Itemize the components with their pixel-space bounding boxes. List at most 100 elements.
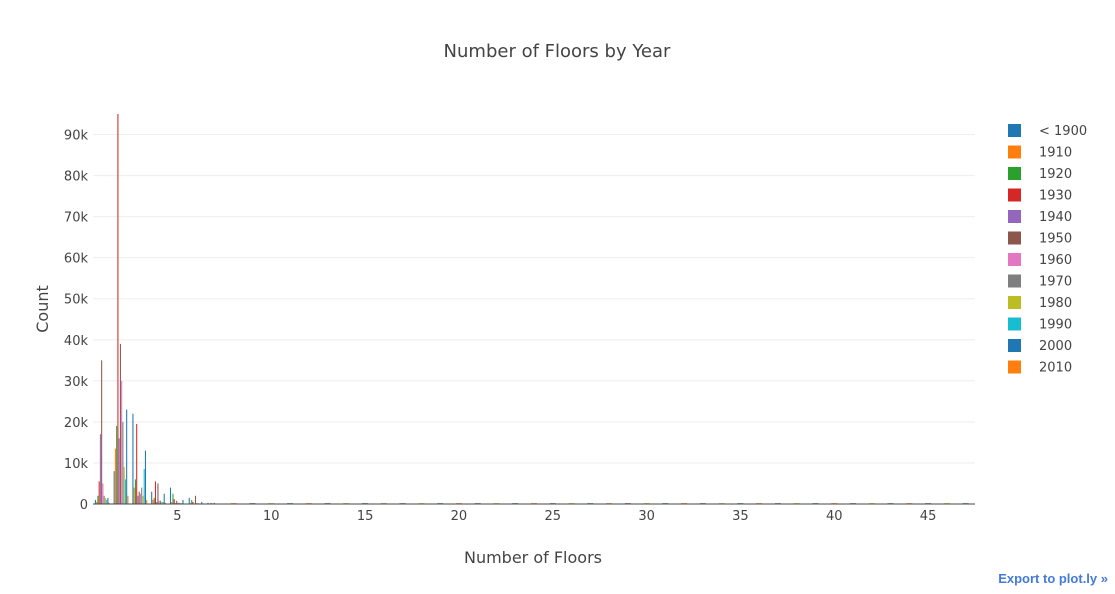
bar <box>171 501 173 504</box>
legend-swatch <box>1008 274 1021 288</box>
bar <box>118 438 120 504</box>
bar <box>144 450 146 504</box>
bar <box>136 423 138 504</box>
bar <box>126 409 128 504</box>
bar <box>173 499 175 504</box>
bar <box>117 114 119 504</box>
legend-label: 2000 <box>1039 339 1072 354</box>
x-tick-label: 25 <box>544 509 561 524</box>
bar <box>191 499 193 504</box>
chart-title: Number of Floors by Year <box>444 41 671 62</box>
legend-item[interactable]: 1940 <box>1008 210 1072 225</box>
bar <box>138 491 140 504</box>
legend-label: 1980 <box>1039 296 1072 311</box>
bar <box>97 495 99 504</box>
bar <box>141 487 143 504</box>
legend-item[interactable]: 1930 <box>1008 188 1072 204</box>
bar <box>132 413 134 504</box>
bar <box>156 501 158 504</box>
bar <box>119 343 121 504</box>
bar <box>163 493 165 504</box>
bar <box>154 481 156 504</box>
legend-swatch <box>1008 188 1021 202</box>
bar <box>169 487 171 504</box>
bar <box>134 479 136 504</box>
bar <box>207 502 209 504</box>
gridlines <box>93 134 975 464</box>
legend-item[interactable]: 1980 <box>1008 296 1072 311</box>
x-tick-label: 35 <box>732 509 749 524</box>
bar <box>177 502 179 504</box>
x-axis-ticks: 5 10 15 20 25 30 35 40 45 <box>173 509 936 524</box>
y-tick-label: 30k <box>64 375 89 390</box>
legend-item[interactable]: 1960 <box>1008 253 1072 268</box>
bar <box>153 497 155 504</box>
legend-swatch <box>1008 296 1021 309</box>
bar <box>157 483 159 504</box>
bar <box>98 481 100 504</box>
bar <box>106 499 108 504</box>
bar <box>113 471 115 504</box>
legend-label: 1960 <box>1039 253 1072 268</box>
legend-item[interactable]: 1950 <box>1008 231 1072 247</box>
bar <box>107 497 109 504</box>
bar <box>101 360 103 504</box>
bar <box>124 479 126 504</box>
legend-label: 1920 <box>1039 167 1072 182</box>
bar <box>102 483 104 504</box>
y-tick-label: 50k <box>64 293 89 308</box>
x-axis-title: Number of Floors <box>464 548 602 567</box>
bar <box>188 497 190 504</box>
bar <box>137 495 139 504</box>
x-tick-label: 40 <box>826 509 843 524</box>
bar <box>152 499 154 504</box>
legend-swatch <box>1008 253 1021 266</box>
legend-label: 1940 <box>1039 210 1072 225</box>
bar <box>103 495 105 504</box>
legend-label: 1950 <box>1039 232 1072 247</box>
legend-swatch <box>1008 360 1021 374</box>
bar <box>143 469 145 504</box>
legend-item[interactable]: 1910 <box>1008 145 1072 161</box>
legend-swatch <box>1008 210 1021 223</box>
bar <box>176 500 178 504</box>
bar <box>94 499 96 504</box>
x-tick-label: 5 <box>173 509 181 524</box>
legend-swatch <box>1008 317 1021 331</box>
legend-item[interactable]: 1990 <box>1008 317 1072 333</box>
bar <box>139 493 141 504</box>
legend-swatch <box>1008 231 1021 245</box>
bar <box>158 500 160 504</box>
y-tick-label: 10k <box>64 457 89 472</box>
export-to-plotly-link[interactable]: Export to plot.ly » <box>998 571 1108 586</box>
legend-label: 1910 <box>1039 146 1072 161</box>
bar <box>161 501 163 504</box>
bar <box>162 501 164 504</box>
bar <box>121 380 123 504</box>
bar <box>159 500 161 504</box>
bar <box>213 502 215 504</box>
y-tick-label: 70k <box>64 211 89 226</box>
legend-item[interactable]: 1920 <box>1008 167 1072 182</box>
legend-item[interactable]: < 1900 <box>1008 124 1087 139</box>
bars <box>94 114 969 504</box>
y-tick-label: 60k <box>64 252 89 267</box>
legend-swatch <box>1008 124 1021 137</box>
bar <box>151 491 153 504</box>
legend-item[interactable]: 2000 <box>1008 339 1072 354</box>
bar <box>172 493 174 504</box>
bar <box>108 502 110 504</box>
y-tick-label: 0 <box>80 498 88 513</box>
x-tick-label: 45 <box>920 509 937 524</box>
legend-swatch <box>1008 145 1021 159</box>
legend-label: 2010 <box>1039 361 1072 376</box>
bar <box>122 421 124 504</box>
legend[interactable]: < 1900 1910 1920 1930 1940 1950 1960 1970 1980 19… <box>1008 124 1087 376</box>
legend-item[interactable]: 1970 <box>1008 274 1072 290</box>
x-tick-label: 20 <box>451 509 468 524</box>
y-axis-ticks: 0 10k 20k 30k 40k 50k 60k 70k 80k 90k <box>64 129 89 513</box>
bar <box>201 501 203 504</box>
legend-item[interactable]: 2010 <box>1008 360 1072 376</box>
bar <box>146 499 148 504</box>
y-tick-label: 40k <box>64 334 89 349</box>
